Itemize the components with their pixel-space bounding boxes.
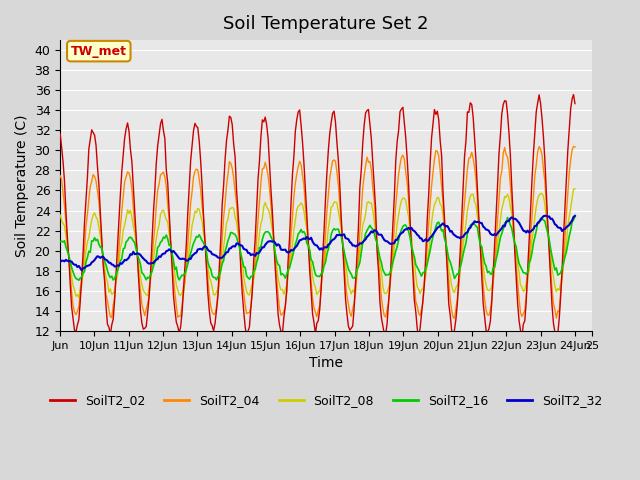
X-axis label: Time: Time: [309, 356, 343, 370]
Legend: SoilT2_02, SoilT2_04, SoilT2_08, SoilT2_16, SoilT2_32: SoilT2_02, SoilT2_04, SoilT2_08, SoilT2_…: [45, 389, 607, 412]
Y-axis label: Soil Temperature (C): Soil Temperature (C): [15, 114, 29, 257]
Title: Soil Temperature Set 2: Soil Temperature Set 2: [223, 15, 429, 33]
Text: TW_met: TW_met: [71, 45, 127, 58]
